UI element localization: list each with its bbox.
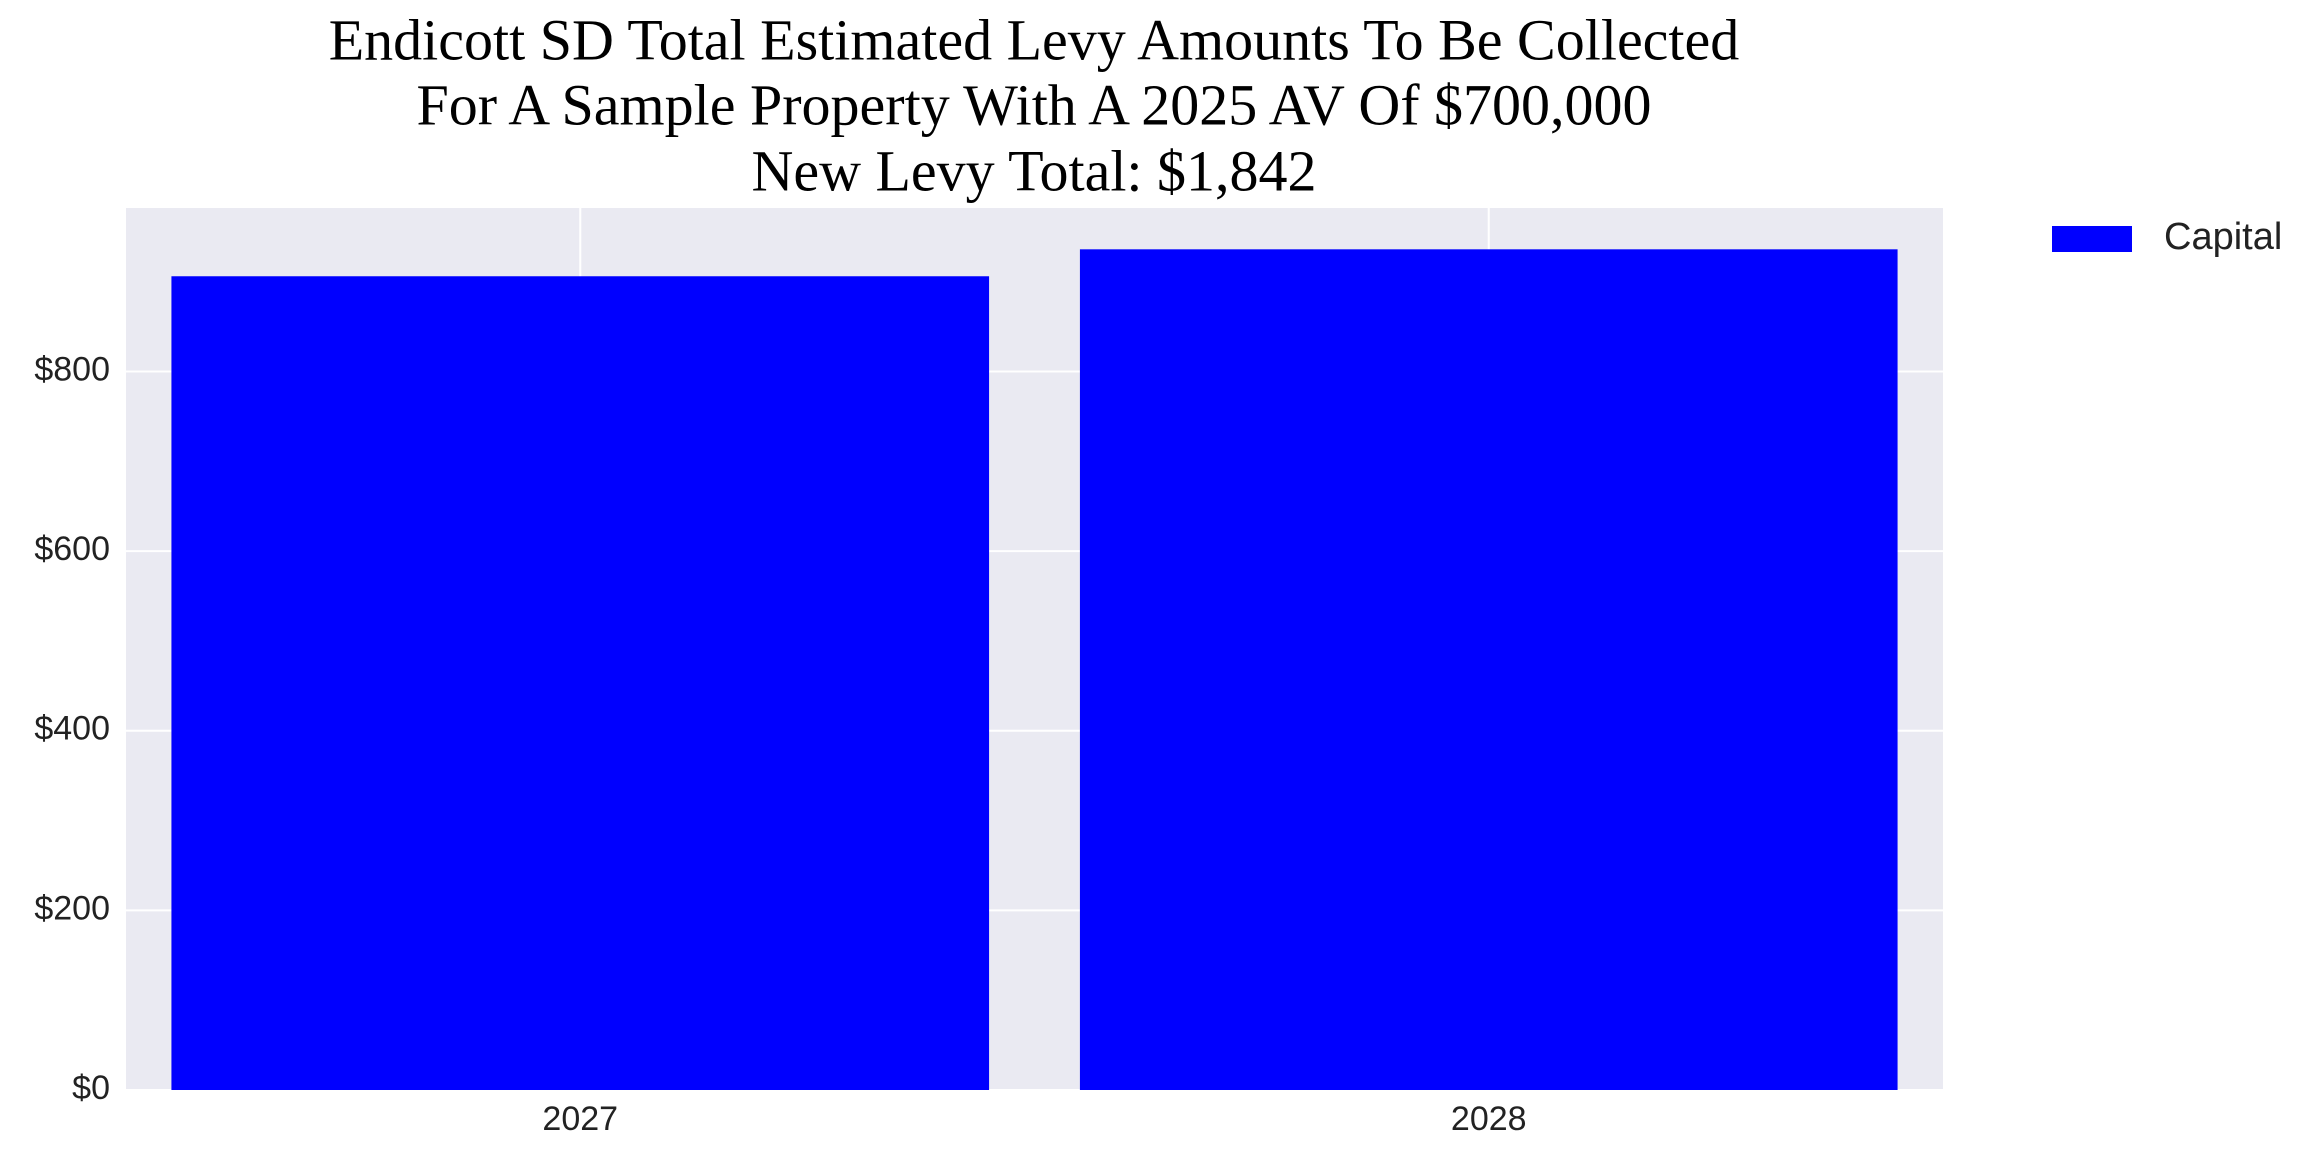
y-tick-label: $200 — [34, 889, 110, 927]
chart-title: For A Sample Property With A 2025 AV Of … — [416, 72, 1651, 137]
y-tick-label: $0 — [72, 1069, 110, 1107]
chart-title: New Levy Total: $1,842 — [751, 138, 1316, 203]
bar — [171, 276, 990, 1090]
x-tick-label: 2028 — [1451, 1100, 1527, 1138]
x-tick-label: 2027 — [542, 1100, 618, 1138]
bar — [1079, 249, 1898, 1091]
y-tick-label: $600 — [34, 530, 110, 568]
chart-title: Endicott SD Total Estimated Levy Amounts… — [329, 7, 1740, 72]
y-tick-label: $800 — [34, 350, 110, 388]
legend-swatch — [2052, 226, 2132, 252]
legend-label: Capital — [2164, 216, 2282, 258]
y-tick-label: $400 — [34, 710, 110, 748]
